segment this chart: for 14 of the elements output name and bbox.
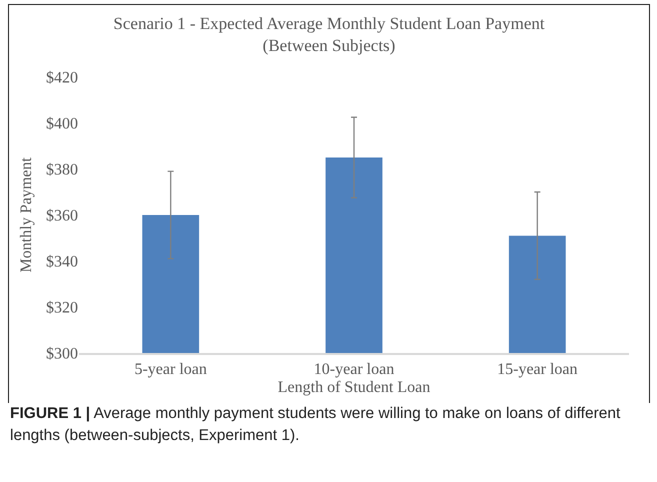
y-tick-label: $400 xyxy=(46,116,78,133)
y-tick-label: $320 xyxy=(46,300,78,317)
y-axis-title: Monthly Payment xyxy=(18,156,35,273)
y-tick-label: $300 xyxy=(46,346,78,363)
chart-title: Scenario 1 - Expected Average Monthly Student Loan Payment (Between Subjects) xyxy=(113,14,545,55)
x-tick-label: 5-year loan xyxy=(134,360,207,378)
y-tick-label: $340 xyxy=(46,254,78,271)
text: FIGURE 1 | Average monthly payment students were willing to make on loans of different lengths (between-subjects, Experiment 1). xyxy=(10,404,622,446)
y-tick-label: $360 xyxy=(46,208,78,225)
y-tick-label: $380 xyxy=(46,162,78,179)
x-axis-title: Length of Student Loan xyxy=(278,379,430,396)
x-tick-label: 10-year loan xyxy=(314,360,394,378)
y-tick-label: $420 xyxy=(46,70,78,87)
x-tick-label: 15-year loan xyxy=(497,360,578,378)
